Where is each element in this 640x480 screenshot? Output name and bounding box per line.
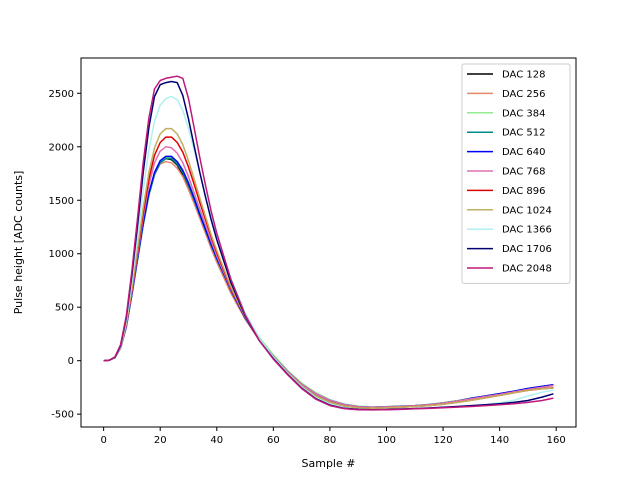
x-tick-label: 60 bbox=[267, 435, 280, 446]
series-group bbox=[103, 75, 554, 411]
x-tick-label: 0 bbox=[100, 435, 106, 446]
y-tick-label: 2500 bbox=[49, 89, 74, 100]
legend-label: DAC 768 bbox=[502, 167, 545, 178]
legend-label: DAC 256 bbox=[502, 89, 545, 100]
y-tick-label: 2000 bbox=[49, 142, 74, 153]
legend-label: DAC 128 bbox=[502, 70, 545, 81]
legend-label: DAC 2048 bbox=[502, 264, 552, 275]
legend-label: DAC 1366 bbox=[502, 225, 552, 236]
x-tick-label: 80 bbox=[324, 435, 337, 446]
legend-label: DAC 512 bbox=[502, 128, 545, 139]
y-tick-label: 500 bbox=[55, 303, 74, 314]
x-tick-label: 100 bbox=[377, 435, 396, 446]
x-tick-label: 160 bbox=[547, 435, 566, 446]
legend-label: DAC 896 bbox=[502, 186, 545, 197]
x-tick-label: 120 bbox=[434, 435, 453, 446]
legend-label: DAC 640 bbox=[502, 147, 545, 158]
y-axis: -500 0 500 1000 1500 2000 2500 bbox=[49, 89, 81, 421]
y-tick-label: 1500 bbox=[49, 196, 74, 207]
y-axis-label: Pulse height [ADC counts] bbox=[12, 171, 25, 315]
x-tick-label: 140 bbox=[490, 435, 509, 446]
y-tick-label: 1000 bbox=[49, 249, 74, 260]
x-tick-label: 40 bbox=[210, 435, 223, 446]
legend-label: DAC 1706 bbox=[502, 244, 552, 255]
x-tick-label: 20 bbox=[154, 435, 167, 446]
y-tick-label: 0 bbox=[68, 356, 74, 367]
plot-frame bbox=[80, 57, 577, 428]
series-line-dac-2048 bbox=[103, 75, 554, 411]
x-axis-label: Sample # bbox=[302, 457, 356, 470]
x-axis: 0 20 40 60 80 100 120 140 160 bbox=[100, 427, 566, 446]
legend-label: DAC 1024 bbox=[502, 205, 552, 216]
legend-label: DAC 384 bbox=[502, 108, 545, 119]
legend: DAC 128 DAC 256 DAC 384 DAC 512 DAC 640 DAC 7… bbox=[461, 63, 571, 284]
y-tick-label: -500 bbox=[51, 410, 74, 421]
